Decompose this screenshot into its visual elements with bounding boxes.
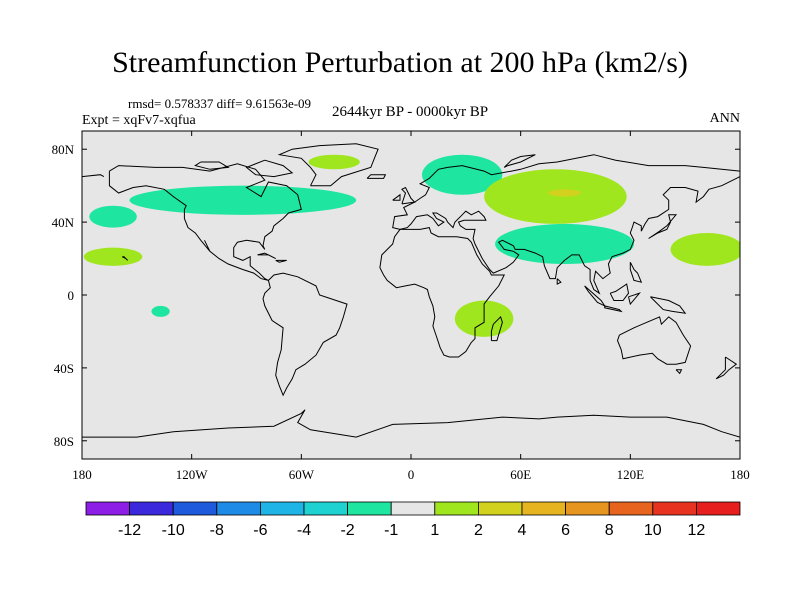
coastlines [82,143,740,438]
anomaly-layer [83,154,740,337]
colorbar-label: -2 [340,522,354,539]
colorbar-swatch [434,501,479,516]
lat-tick-label: 0 [68,288,75,303]
coastline [503,154,536,168]
colorbar-label: 2 [474,522,483,539]
coastline [194,161,230,170]
coastline [277,143,379,187]
lon-tick-label: 180 [730,467,750,482]
lon-tick-label: 60E [510,467,531,482]
coastline [616,316,692,365]
experiment-line: Expt = xqFv7-xqfua [82,113,196,128]
anomaly-region [670,233,740,266]
stats-line: rmsd= 0.578337 diff= 9.61563e-09 [128,96,312,111]
lat-tick-label: 40N [52,215,75,230]
coastline [366,174,387,179]
coastline [392,193,401,201]
coastline [262,272,348,397]
chart-title: Streamfunction Perturbation at 200 hPa (… [112,46,688,79]
coastline [82,409,740,438]
colorbar-swatch [85,501,130,516]
lon-tick-label: 180 [72,467,92,482]
lon-tick-label: 120W [176,467,209,482]
colorbar-swatch [303,501,348,516]
coastline [490,315,503,342]
map-background [82,131,740,459]
coastline [245,159,294,178]
coastline [392,154,740,230]
anomaly-region [151,305,170,317]
colorbar-label: 12 [688,522,706,539]
colorbar-swatch [259,501,305,516]
colorbar-swatch [477,501,523,516]
coastline [401,186,416,205]
coastline [628,292,642,306]
period-line: 2644kyr BP - 0000kyr BP [331,104,489,120]
colorbar-label: 10 [644,522,662,539]
anomaly-region [83,247,143,266]
colorbar-label: 6 [561,522,570,539]
coastline [648,214,678,239]
coastline [82,174,105,178]
anomaly-region [495,223,634,265]
colorbar-label: 8 [605,522,614,539]
coastline [121,256,129,261]
anomaly-region [548,189,581,197]
colorbar-label: -4 [297,522,311,539]
coastline [108,163,302,281]
colorbar-label: 4 [518,522,527,539]
axis-ticks: 180 120W 60W 0 60E 120E 180 80N 40N 0 40S 80S [52,131,750,482]
colorbar-swatch [390,501,436,516]
anomaly-region [484,169,627,224]
coastline [609,283,630,301]
colorbar-swatch [652,501,697,516]
colorbar-swatch [521,501,566,516]
anomaly-region [129,185,357,215]
colorbar-label: -10 [162,522,185,539]
colorbar: -12 -10 -8 -6 -4 -2 -1 1 2 4 6 8 10 12 [85,501,741,539]
coastline [379,227,506,358]
colorbar-swatch [608,501,654,516]
colorbar-swatch [129,501,174,516]
colorbar-label: -6 [253,522,267,539]
anomaly-region [308,154,360,170]
lat-tick-label: 80S [54,434,74,449]
anomaly-region [421,154,503,195]
lon-tick-label: 60W [289,467,315,482]
season-label: ANN [709,111,740,126]
colorbar-swatch [172,501,218,516]
lon-tick-label: 0 [408,467,415,482]
lat-tick-label: 80N [52,142,75,157]
anomaly-region [89,205,137,228]
coastline [399,176,740,295]
colorbar-swatch [565,501,610,516]
coastline [604,305,623,313]
coastline [556,278,562,285]
coastline [650,296,687,314]
coastline [584,285,607,308]
colorbar-label: -8 [210,522,224,539]
lat-tick-label: 40S [54,361,74,376]
colorbar-label: -12 [118,522,141,539]
colorbar-label: 1 [430,522,439,539]
coastline [715,356,738,380]
lon-tick-label: 120E [617,467,645,482]
colorbar-swatch [696,501,741,516]
colorbar-swatch [216,501,261,516]
coastline [275,259,287,263]
colorbar-label: -1 [384,522,398,539]
coastline [675,369,683,375]
coastline [257,252,276,260]
coastline [629,261,643,283]
colorbar-swatch [347,501,392,516]
